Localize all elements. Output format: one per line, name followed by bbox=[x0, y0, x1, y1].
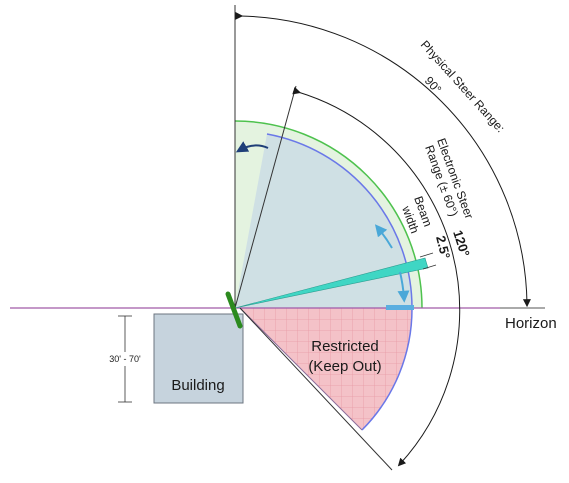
beam-edge-1 bbox=[419, 252, 434, 258]
horizon-label: Horizon bbox=[505, 315, 557, 332]
beam-angle: 2.5° bbox=[433, 234, 453, 260]
restricted-label-2: (Keep Out) bbox=[308, 358, 381, 375]
horizon-marker bbox=[386, 305, 414, 310]
electronic-steer-range-arc bbox=[292, 86, 461, 467]
physical-steer-range-arc bbox=[235, 11, 531, 308]
restricted-label-1: Restricted bbox=[311, 338, 379, 355]
building-label: Building bbox=[171, 377, 224, 394]
height-label-bg bbox=[97, 352, 153, 366]
height-range-label: 30' - 70' bbox=[109, 354, 141, 364]
physical-steer-value: 90° bbox=[422, 74, 445, 97]
building bbox=[153, 313, 244, 404]
antenna bbox=[225, 291, 243, 329]
